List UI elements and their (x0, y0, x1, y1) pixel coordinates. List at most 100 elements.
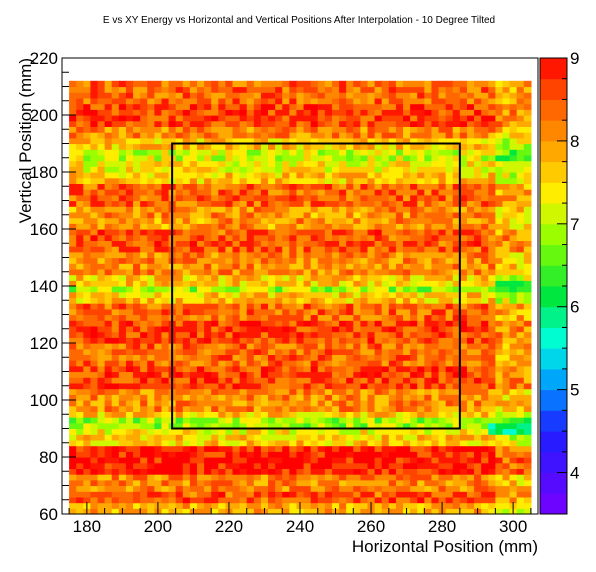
heatmap-cell (196, 474, 205, 481)
heatmap-cell (509, 496, 518, 504)
heatmap-cell (424, 92, 433, 99)
heatmap-cell (125, 400, 134, 407)
heatmap-cell (410, 297, 418, 304)
heatmap-cell (239, 189, 248, 196)
heatmap-cell (260, 360, 269, 367)
heatmap-cell (111, 445, 120, 452)
heatmap-cell (395, 485, 404, 492)
heatmap-cell (502, 508, 511, 515)
heatmap-cell (83, 251, 92, 259)
heatmap-cell (140, 411, 148, 418)
heatmap-cell (97, 183, 106, 190)
heatmap-cell (509, 154, 518, 162)
heatmap-cell (474, 120, 482, 127)
heatmap-cell (253, 246, 262, 253)
heatmap-cell (275, 251, 283, 259)
heatmap-cell (161, 120, 170, 127)
heatmap-cell (140, 479, 148, 487)
heatmap-cell (424, 411, 433, 418)
heatmap-cell (445, 280, 454, 287)
heatmap-cell (253, 109, 262, 116)
heatmap-cell (445, 143, 454, 150)
heatmap-cell (118, 394, 127, 401)
heatmap-cell (346, 405, 354, 412)
heatmap-cell (69, 223, 77, 230)
heatmap-cell (324, 320, 333, 327)
heatmap-cell (154, 274, 163, 281)
heatmap-cell (289, 400, 298, 407)
heatmap-cell (260, 92, 269, 99)
heatmap-cell (367, 120, 376, 127)
heatmap-cell (154, 251, 163, 259)
heatmap-cell (133, 457, 141, 464)
heatmap-cell (452, 508, 461, 515)
heatmap-cell (360, 468, 369, 475)
heatmap-cell (488, 308, 496, 316)
heatmap-cell (232, 365, 241, 373)
heatmap-cell (275, 115, 283, 122)
heatmap-cell (69, 160, 77, 167)
heatmap-cell (410, 434, 418, 441)
heatmap-cell (239, 417, 248, 424)
heatmap-cell (133, 183, 141, 190)
heatmap-cell (417, 388, 425, 395)
heatmap-cell (83, 194, 92, 202)
heatmap-cell (324, 229, 333, 236)
heatmap-cell (374, 445, 383, 452)
heatmap-cell (161, 189, 170, 196)
heatmap-cell (76, 411, 84, 418)
heatmap-cell (182, 308, 191, 316)
heatmap-cell (289, 177, 298, 184)
heatmap-cell (118, 303, 127, 310)
heatmap-cell (360, 103, 369, 110)
heatmap-cell (189, 314, 198, 321)
heatmap-cell (275, 217, 283, 224)
heatmap-cell (246, 189, 255, 196)
heatmap-cell (289, 371, 298, 378)
heatmap-cell (374, 508, 383, 515)
heatmap-cell (417, 428, 425, 435)
heatmap-cell (353, 223, 361, 230)
heatmap-cell (90, 451, 99, 458)
heatmap-cell (239, 223, 248, 230)
heatmap-cell (225, 149, 234, 156)
heatmap-cell (346, 479, 354, 487)
heatmap-cell (83, 211, 92, 219)
heatmap-cell (474, 137, 482, 145)
heatmap-cell (488, 496, 496, 504)
heatmap-cell (196, 360, 205, 367)
heatmap-cell (395, 211, 404, 219)
heatmap-cell (431, 149, 440, 156)
heatmap-cell (232, 382, 241, 390)
heatmap-cell (388, 303, 397, 310)
heatmap-cell (232, 160, 241, 167)
heatmap-cell (481, 405, 489, 412)
heatmap-cell (495, 251, 504, 259)
heatmap-cell (168, 434, 177, 441)
heatmap-cell (111, 166, 120, 173)
heatmap-cell (104, 411, 113, 418)
heatmap-cell (260, 314, 269, 321)
heatmap-cell (303, 508, 312, 515)
heatmap-cell (246, 217, 255, 224)
heatmap-cell (161, 297, 170, 304)
heatmap-cell (147, 411, 155, 418)
heatmap-cell (97, 337, 106, 344)
heatmap-cell (282, 348, 290, 355)
heatmap-cell (324, 80, 333, 88)
heatmap-cell (90, 348, 99, 355)
heatmap-cell (431, 445, 440, 452)
heatmap-cell (431, 183, 440, 190)
heatmap-cell (125, 337, 134, 344)
heatmap-cell (374, 314, 383, 321)
heatmap-cell (182, 183, 191, 190)
heatmap-cell (317, 297, 326, 304)
heatmap-cell (523, 314, 532, 321)
heatmap-cell (168, 103, 177, 110)
heatmap-cell (303, 297, 312, 304)
heatmap-cell (118, 120, 127, 127)
heatmap-cell (118, 343, 127, 350)
heatmap-cell (118, 200, 127, 207)
heatmap-cell (239, 172, 248, 179)
heatmap-cell (346, 137, 354, 145)
